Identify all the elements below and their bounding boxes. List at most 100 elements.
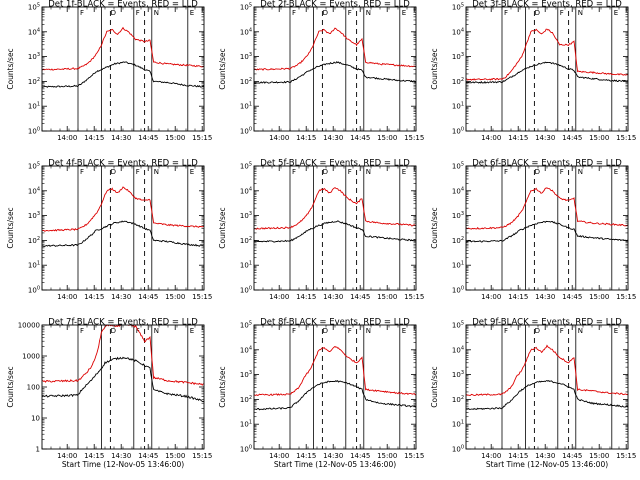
- y-tick-label: 100: [27, 384, 40, 392]
- y-tick-label: 103: [28, 211, 40, 220]
- series-events-line: [42, 356, 204, 403]
- x-tick-label: 14:15: [84, 134, 104, 142]
- interval-letter: N: [366, 168, 371, 176]
- interval-letter: E: [614, 9, 618, 17]
- interval-letter: N: [154, 327, 159, 335]
- x-tick-label: 14:00: [57, 134, 77, 142]
- interval-letter: E: [402, 168, 406, 176]
- x-axis-label: Start Time (12-Nov-05 13:46:00): [274, 460, 396, 469]
- interval-letter: F: [560, 9, 564, 17]
- interval-letter: F: [136, 9, 140, 17]
- y-tick-label: 105: [240, 162, 252, 171]
- series-lld-line: [466, 187, 628, 230]
- x-tick-label: 14:00: [269, 452, 289, 460]
- series-events-line: [254, 379, 416, 411]
- panel-title: Det 5f-BLACK = Events, RED = LLD: [260, 159, 410, 169]
- x-tick-label: 14:15: [84, 452, 104, 460]
- plot-frame: [41, 165, 205, 291]
- x-tick-label: 15:00: [377, 452, 397, 460]
- interval-letter: F: [348, 168, 352, 176]
- panel-title: Det 1f-BLACK = Events, RED = LLD: [48, 0, 198, 10]
- y-tick-label: 102: [452, 236, 464, 245]
- y-tick-label: 100: [452, 445, 464, 454]
- y-tick-label: 102: [240, 236, 252, 245]
- interval-letter: F: [504, 9, 508, 17]
- panel-title: Det 7f-BLACK = Events, RED = LLD: [48, 318, 198, 328]
- interval-letter: F: [80, 9, 84, 17]
- interval-letter: F: [348, 327, 352, 335]
- y-axis-label: Counts/sec: [218, 48, 227, 89]
- x-tick-label: 15:00: [377, 134, 397, 142]
- interval-letter: F: [292, 168, 296, 176]
- y-tick-label: 102: [240, 77, 252, 86]
- interval-letter: D: [111, 9, 116, 17]
- x-tick-label: 15:15: [404, 293, 424, 301]
- x-tick-label: 14:45: [138, 452, 158, 460]
- y-tick-label: 101: [240, 261, 252, 270]
- interval-letter: F: [80, 168, 84, 176]
- y-tick-label: 100: [28, 286, 40, 295]
- x-tick-label: 14:30: [323, 452, 343, 460]
- interval-letter: N: [578, 9, 583, 17]
- interval-letter: F: [348, 9, 352, 17]
- x-axis-label: Start Time (12-Nov-05 13:46:00): [62, 460, 184, 469]
- x-tick-label: 15:15: [616, 134, 636, 142]
- plot-frame: [41, 324, 205, 450]
- interval-letter: N: [154, 168, 159, 176]
- y-tick-label: 105: [240, 321, 252, 330]
- y-tick-label: 104: [28, 186, 40, 195]
- x-tick-label: 15:15: [192, 452, 212, 460]
- x-tick-label: 15:15: [404, 452, 424, 460]
- panel-title: Det 8f-BLACK = Events, RED = LLD: [260, 318, 410, 328]
- series-lld-line: [42, 186, 204, 232]
- y-axis-label: Counts/sec: [430, 366, 439, 407]
- y-tick-label: 103: [28, 52, 40, 61]
- interval-letter: E: [402, 9, 406, 17]
- x-tick-label: 15:00: [589, 134, 609, 142]
- y-tick-label: 10: [31, 415, 40, 423]
- y-tick-label: 100: [452, 286, 464, 295]
- y-tick-label: 101: [452, 420, 464, 429]
- x-tick-label: 15:00: [165, 293, 185, 301]
- x-tick-label: 14:30: [535, 452, 555, 460]
- y-tick-label: 103: [452, 370, 464, 379]
- panel-title: Det 2f-BLACK = Events, RED = LLD: [260, 0, 410, 10]
- series-lld-line: [254, 27, 416, 71]
- y-tick-label: 102: [28, 236, 40, 245]
- interval-letter: F: [560, 327, 564, 335]
- x-tick-label: 14:15: [84, 293, 104, 301]
- interval-letter: N: [366, 327, 371, 335]
- y-tick-label: 105: [452, 321, 464, 330]
- series-events-line: [254, 60, 416, 84]
- x-tick-label: 14:15: [508, 452, 528, 460]
- y-tick-label: 101: [240, 102, 252, 111]
- interval-letter: D: [111, 327, 116, 335]
- y-tick-label: 104: [452, 186, 464, 195]
- x-tick-label: 15:00: [589, 452, 609, 460]
- y-axis-label: Counts/sec: [6, 207, 15, 248]
- y-tick-label: 103: [240, 211, 252, 220]
- x-tick-label: 15:00: [589, 293, 609, 301]
- interval-letter: E: [402, 327, 406, 335]
- x-tick-label: 14:45: [138, 134, 158, 142]
- interval-letter: N: [578, 168, 583, 176]
- y-tick-label: 10000: [18, 322, 40, 330]
- y-tick-label: 105: [452, 3, 464, 12]
- y-axis-label: Counts/sec: [430, 207, 439, 248]
- interval-letter: F: [136, 327, 140, 335]
- series-lld-line: [42, 325, 204, 386]
- plot-frame: [465, 324, 629, 450]
- interval-letter: D: [323, 327, 328, 335]
- x-tick-label: 15:15: [616, 293, 636, 301]
- x-tick-label: 14:45: [350, 134, 370, 142]
- interval-letter: E: [614, 327, 618, 335]
- plot-frame: [465, 6, 629, 132]
- x-tick-label: 14:15: [296, 134, 316, 142]
- x-tick-label: 14:00: [481, 293, 501, 301]
- interval-letter: F: [560, 168, 564, 176]
- x-tick-label: 14:30: [535, 293, 555, 301]
- interval-letter: N: [578, 327, 583, 335]
